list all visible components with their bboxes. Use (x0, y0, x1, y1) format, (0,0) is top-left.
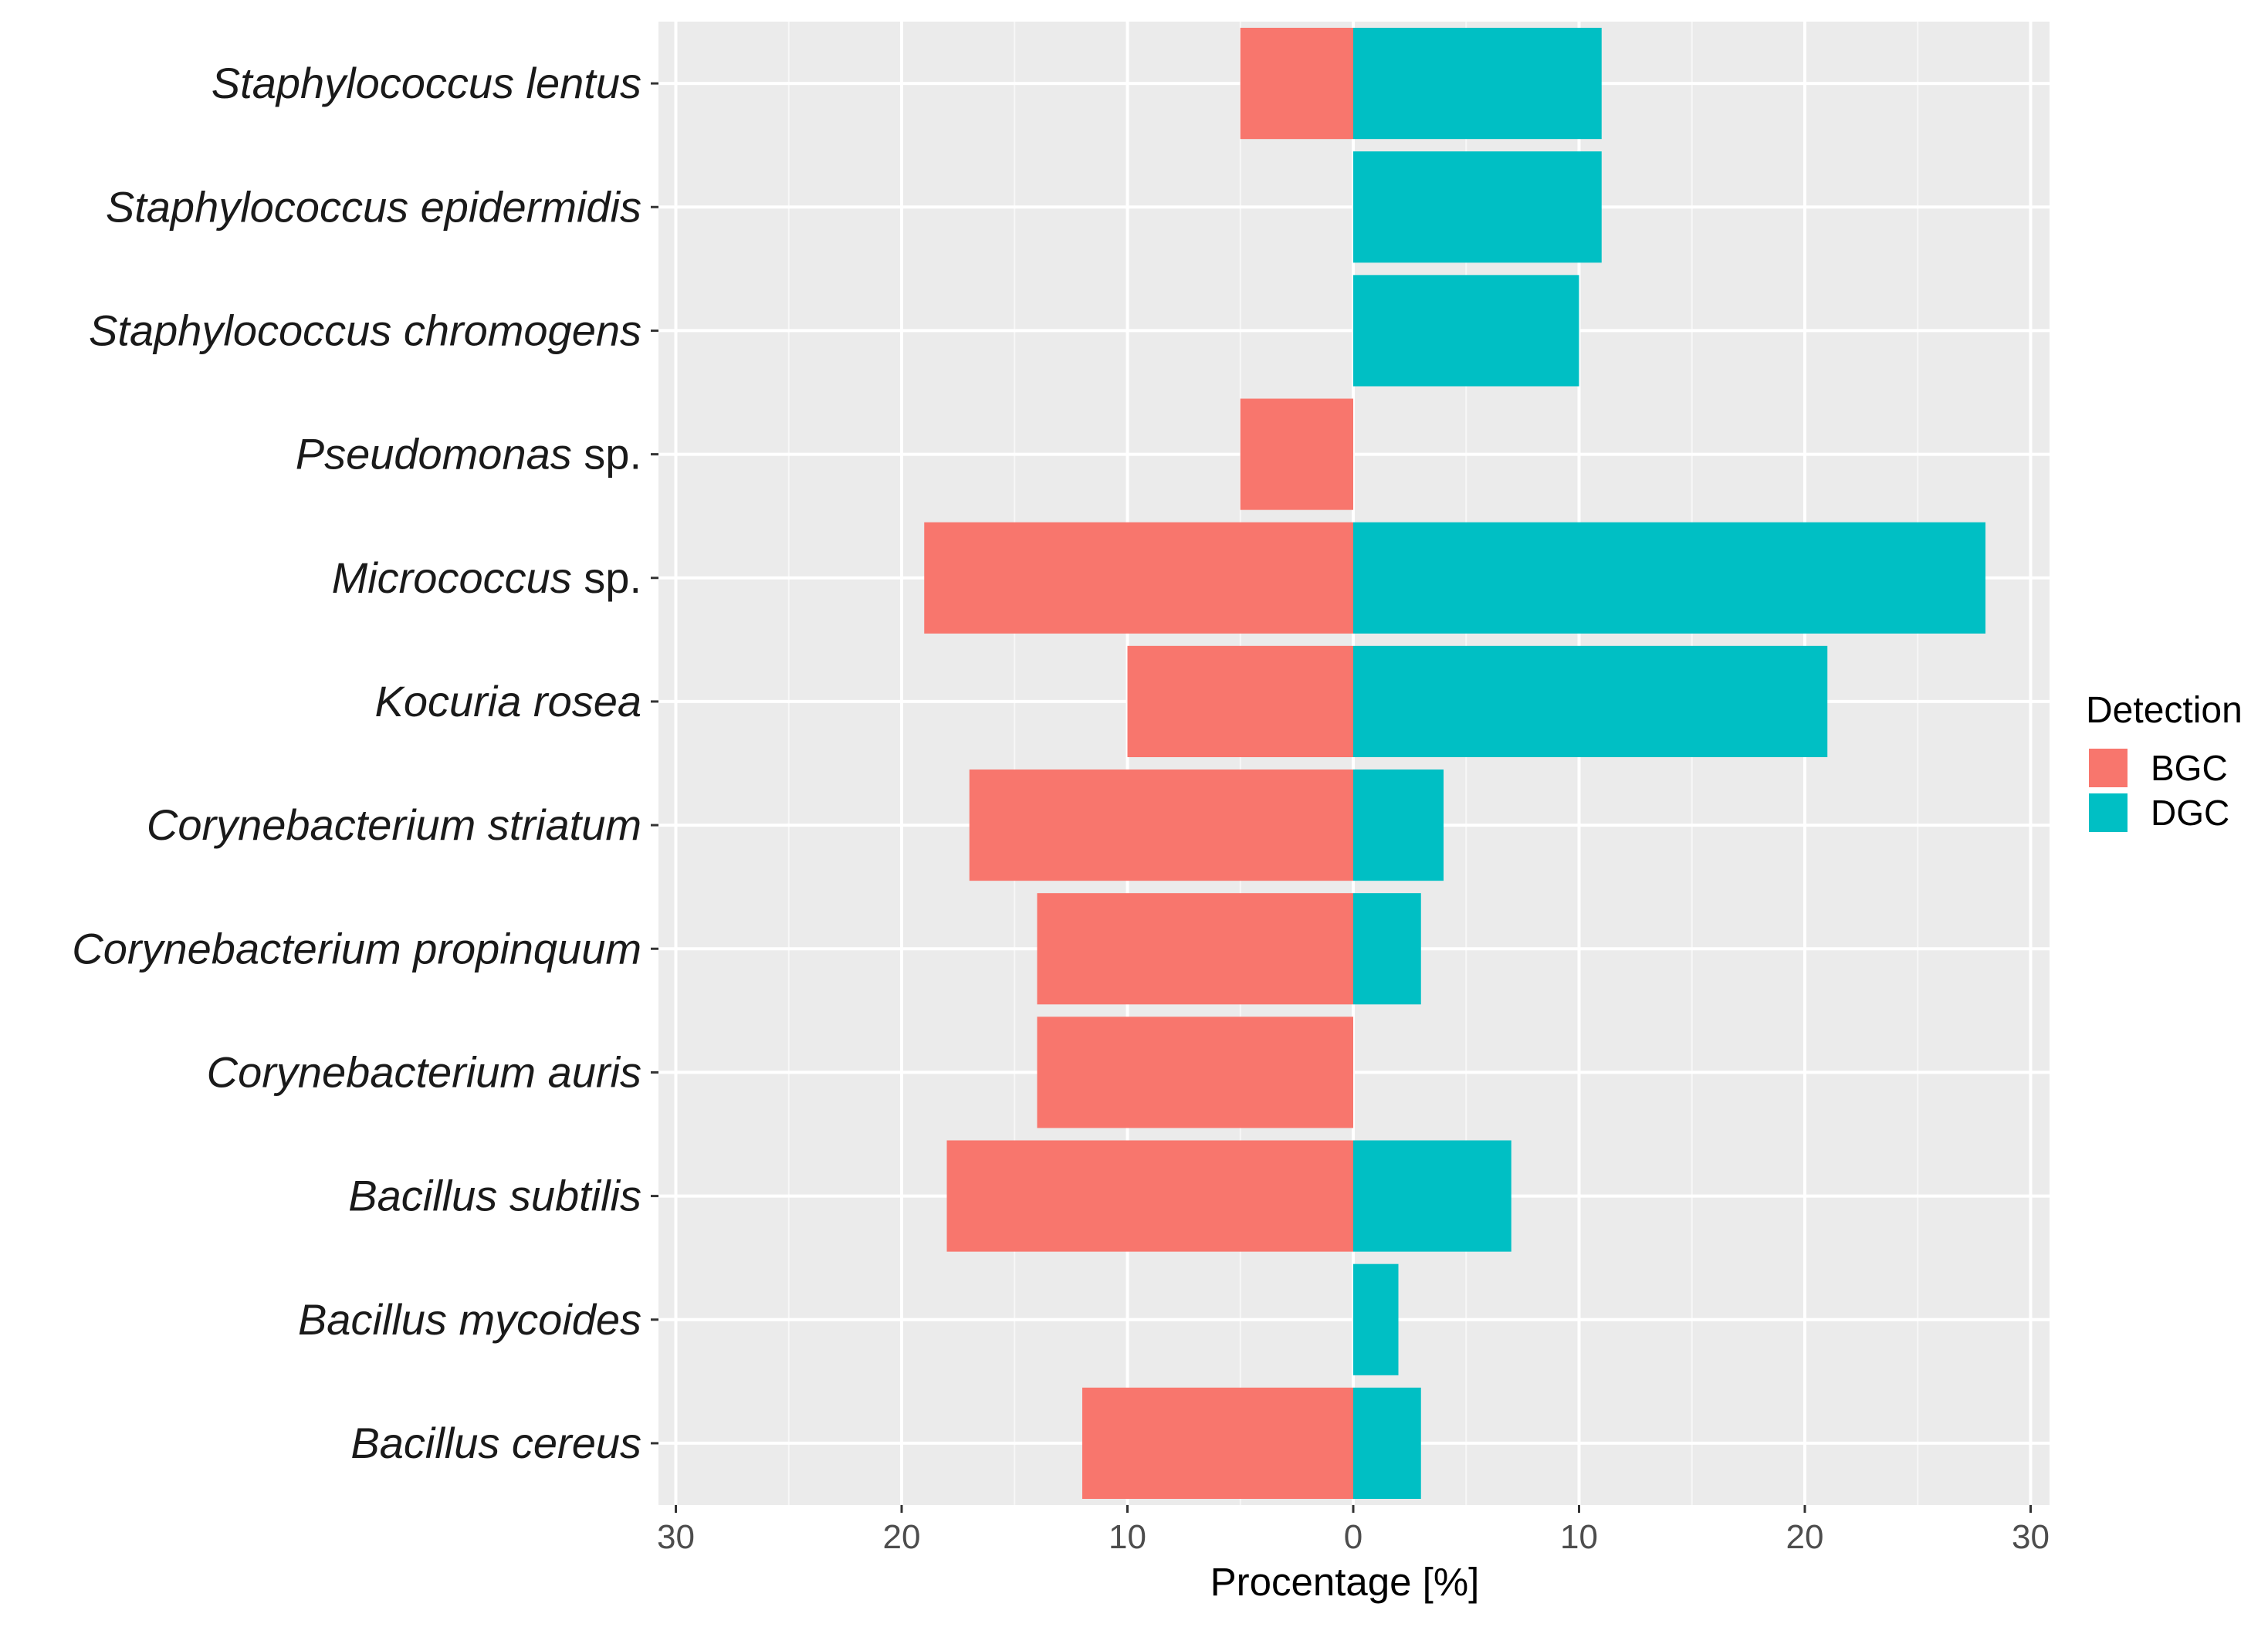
species-name: Pseudomonas (296, 430, 572, 479)
bars (924, 28, 1985, 1499)
legend-label-dgc: DGC (2151, 793, 2229, 833)
bar-bgc-1 (1240, 28, 1353, 140)
x-tick-label: 20 (1786, 1518, 1824, 1556)
y-tick-label: Corynebacterium propinquum (72, 924, 641, 972)
bar-dgc-3 (1353, 275, 1579, 387)
species-name: Staphylococcus lentus (212, 59, 641, 107)
y-tick-label: Corynebacterium striatum (147, 800, 641, 849)
bar-bgc-9 (1037, 1016, 1353, 1128)
x-tick-label: 30 (2012, 1518, 2050, 1556)
x-tick-label: 0 (1344, 1518, 1362, 1556)
legend-swatch-dgc (2089, 793, 2128, 832)
bar-bgc-8 (1037, 893, 1353, 1005)
bar-dgc-11 (1353, 1263, 1399, 1375)
y-tick-label: Bacillus subtilis (348, 1172, 641, 1220)
y-tick-label: Staphylococcus epidermidis (106, 182, 641, 231)
y-tick-label: Bacillus mycoides (298, 1295, 641, 1344)
legend-entries: BGC DGC (2089, 748, 2229, 833)
y-tick-label: Micrococcus sp. (332, 553, 641, 602)
bar-bgc-10 (946, 1140, 1353, 1252)
bar-bgc-4 (1240, 398, 1353, 510)
bar-bgc-5 (924, 522, 1353, 634)
bar-bgc-6 (1127, 645, 1353, 757)
x-tick-label: 10 (1109, 1518, 1146, 1556)
species-name: Corynebacterium striatum (147, 800, 641, 849)
minor-gridlines (787, 22, 1919, 1505)
bar-dgc-12 (1353, 1387, 1421, 1499)
y-tick-label: Kocuria rosea (374, 677, 641, 726)
y-tick-label: Corynebacterium auris (207, 1047, 641, 1096)
legend-title: Detection (2086, 690, 2243, 731)
bar-bgc-7 (969, 770, 1353, 881)
bar-dgc-1 (1353, 28, 1602, 140)
y-tick-label: Staphylococcus chromogens (89, 306, 641, 354)
bar-dgc-7 (1353, 770, 1444, 881)
species-name: Staphylococcus chromogens (89, 306, 641, 354)
species-name: Micrococcus (332, 553, 572, 602)
y-tick-label: Pseudomonas sp. (296, 430, 641, 479)
legend-swatch-bgc (2089, 749, 2128, 787)
legend-label-bgc: BGC (2151, 748, 2228, 788)
y-tick-label: Bacillus cereus (350, 1419, 641, 1467)
species-name: Corynebacterium propinquum (72, 924, 641, 972)
species-name: Kocuria rosea (374, 677, 641, 726)
x-tick-label: 30 (657, 1518, 695, 1556)
bar-dgc-5 (1353, 522, 1985, 634)
bar-dgc-10 (1353, 1140, 1511, 1252)
species-suffix: sp. (572, 430, 641, 479)
x-axis-title: Procentage [%] (1210, 1560, 1480, 1604)
x-tick-label: 20 (883, 1518, 921, 1556)
bar-bgc-12 (1082, 1387, 1353, 1499)
x-tick-label: 10 (1560, 1518, 1598, 1556)
y-tick-label: Staphylococcus lentus (212, 59, 641, 107)
species-name: Bacillus cereus (350, 1419, 641, 1467)
bar-dgc-8 (1353, 893, 1421, 1005)
bar-dgc-6 (1353, 645, 1828, 757)
species-name: Bacillus subtilis (348, 1172, 641, 1220)
species-name: Bacillus mycoides (298, 1295, 641, 1344)
legend: Detection BGC DGC (2086, 690, 2243, 833)
species-name: Staphylococcus epidermidis (106, 182, 641, 231)
y-axis: Staphylococcus lentus Staphylococcus epid… (72, 59, 658, 1467)
species-suffix: sp. (572, 553, 641, 602)
bar-dgc-2 (1353, 151, 1602, 263)
species-name: Corynebacterium auris (207, 1047, 641, 1096)
x-axis: 30 20 10 0 10 20 30 (657, 1505, 2050, 1556)
